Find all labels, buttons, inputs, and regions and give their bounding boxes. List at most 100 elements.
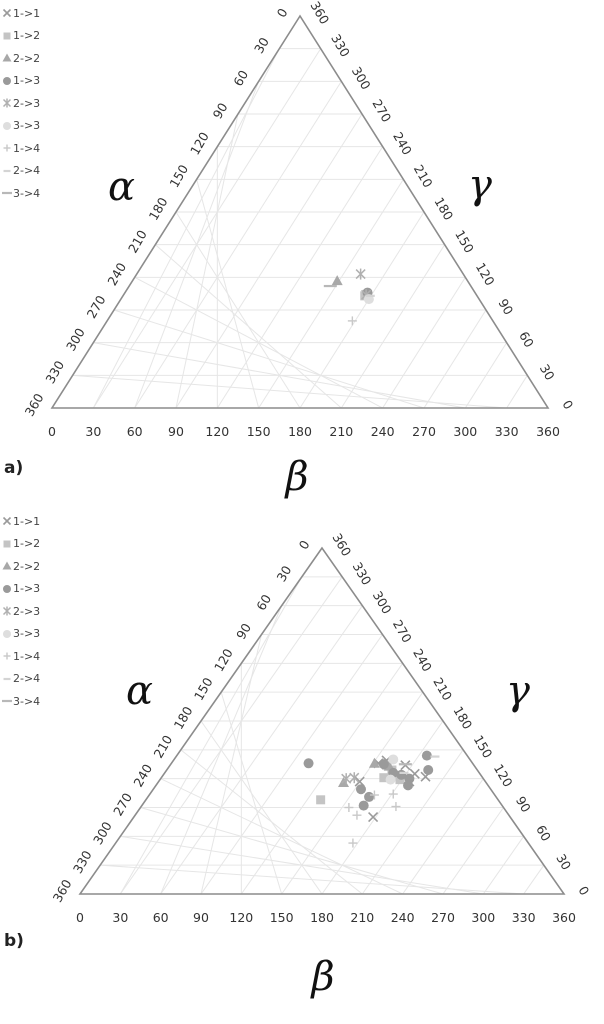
- data-point-plus: [388, 789, 398, 799]
- legend-item: 3->3: [2, 115, 40, 138]
- legend-label: 2->3: [13, 96, 41, 110]
- grid-line: [442, 807, 504, 895]
- grid-line: [140, 807, 444, 895]
- data-point-circle: [364, 791, 375, 802]
- legend-marker-x: [2, 517, 12, 526]
- tick-label-bottom: 240: [371, 424, 395, 439]
- tick-label-left: 120: [187, 129, 212, 157]
- legend-item: 1->3: [2, 70, 40, 93]
- axis-label-beta: β: [309, 954, 334, 1000]
- tick-label-bottom: 270: [412, 424, 436, 439]
- tick-label-right: 270: [369, 97, 394, 125]
- grid-line: [506, 375, 528, 409]
- legend-marker-circle: [3, 76, 11, 85]
- legend-marker: [2, 517, 12, 526]
- ternary-panel-b: 1->1 1->2 2->2 1->3 2->3 3->3 1->4 2->4 3->4 0 0 0…: [0, 508, 604, 1020]
- legend-marker: [3, 32, 11, 40]
- tick-label-right: 0: [559, 398, 576, 412]
- data-point-circle: [358, 800, 369, 811]
- tick-label-bottom: 360: [552, 910, 576, 925]
- data-point-square: [379, 773, 389, 783]
- grid-line: [361, 749, 464, 895]
- panel-label-b: b): [4, 931, 24, 951]
- data-point-circle: [355, 784, 366, 795]
- axis-label-beta: β: [283, 454, 308, 500]
- grid-line: [119, 576, 343, 895]
- tick-label-left: 60: [253, 592, 274, 613]
- legend-item: 2->3: [2, 92, 40, 115]
- data-point-asterisk: [349, 772, 360, 784]
- tick-label-right: 0: [575, 884, 592, 898]
- tick-label-left: 360: [50, 877, 75, 905]
- tick-label-right: 120: [491, 761, 516, 789]
- legend-label: 3->4: [13, 694, 41, 708]
- tick-labels: 0003030306060609090901201201201501501501…: [50, 531, 593, 925]
- data-point-circle-light: [388, 754, 399, 765]
- tick-label-left: 60: [230, 67, 251, 88]
- tick-label-bottom: 330: [495, 424, 519, 439]
- legend-label: 2->4: [13, 164, 41, 178]
- legend: 1->1 1->2 2->2 1->3 2->3 3->3 1->4 2->4 3->4: [2, 510, 40, 713]
- grid: [100, 576, 545, 895]
- legend-label: 1->2: [13, 29, 41, 43]
- tick-label-left: 270: [110, 790, 135, 818]
- data-point-circle: [423, 765, 434, 776]
- ternary-chart-a: 0003030306060609090901201201201501501501…: [22, 0, 577, 500]
- legend-marker: [3, 540, 11, 548]
- tick-label-left: 210: [125, 227, 150, 255]
- grid-line: [72, 374, 507, 409]
- grid-line: [100, 864, 524, 895]
- legend-item: 1->2: [2, 533, 40, 556]
- data-point-triangle: [368, 757, 380, 768]
- tick-label-bottom: 270: [431, 910, 455, 925]
- axis-label-alpha: α: [108, 164, 135, 210]
- legend-marker-square: [3, 540, 11, 548]
- tick-label-bottom: 300: [471, 910, 495, 925]
- grid-line: [200, 634, 383, 895]
- tick-label-right: 30: [537, 361, 558, 382]
- grid-line: [482, 836, 525, 895]
- legend-marker-asterisk: [2, 606, 12, 616]
- tick-label-bottom: 210: [350, 910, 374, 925]
- tick-label-bottom: 240: [391, 910, 415, 925]
- tick-label-right: 90: [513, 794, 534, 815]
- tick-label-bottom: 60: [127, 424, 143, 439]
- legend-marker-plus: [3, 144, 11, 152]
- legend-marker-circle-light: [3, 121, 11, 130]
- legend-marker-plus: [3, 652, 11, 660]
- tick-labels: 0003030306060609090901201201201501501501…: [22, 0, 577, 439]
- tick-label-bottom: 90: [193, 910, 209, 925]
- data-point-asterisk: [355, 268, 366, 280]
- legend-marker-asterisk: [2, 98, 12, 108]
- legend-label: 1->3: [13, 74, 41, 88]
- legend-marker: [2, 98, 12, 108]
- legend-marker: [3, 144, 11, 152]
- legend-label: 2->2: [13, 559, 41, 573]
- ternary-chart-b: 0003030306060609090901201201201501501501…: [50, 531, 593, 1000]
- tick-label-bottom: 300: [453, 424, 477, 439]
- tick-label-bottom: 150: [270, 910, 294, 925]
- legend-label: 2->4: [13, 672, 41, 686]
- tick-label-left: 0: [274, 6, 291, 20]
- tick-label-right: 330: [350, 560, 375, 588]
- tick-label-right: 240: [390, 129, 415, 157]
- tick-label-bottom: 90: [168, 424, 184, 439]
- data-point-square: [316, 795, 326, 805]
- legend-label: 1->4: [13, 649, 41, 663]
- legend-item: 2->4: [2, 160, 40, 183]
- tick-label-right: 60: [533, 822, 554, 843]
- legend-label: 1->3: [13, 582, 41, 596]
- tick-label-bottom: 0: [48, 424, 56, 439]
- legend-item: 1->1: [2, 2, 40, 25]
- panel-label-a: a): [4, 458, 24, 478]
- grid-line: [93, 342, 466, 409]
- legend-label: 3->4: [13, 186, 41, 200]
- legend-label: 1->4: [13, 141, 41, 155]
- legend-marker-triangle: [2, 561, 12, 570]
- tick-label-left: 210: [150, 732, 175, 760]
- tick-label-bottom: 360: [536, 424, 560, 439]
- tick-label-bottom: 330: [512, 910, 536, 925]
- tick-label-right: 180: [450, 704, 475, 732]
- legend-marker: [2, 53, 12, 62]
- tick-label-right: 300: [370, 588, 395, 616]
